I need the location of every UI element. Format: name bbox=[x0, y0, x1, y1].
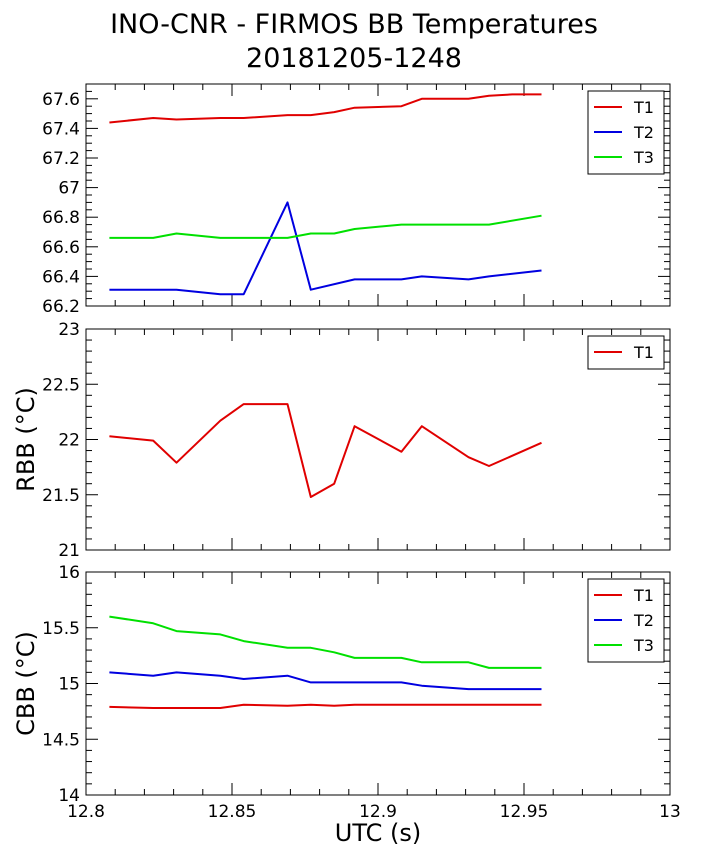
legend-label: T3 bbox=[633, 148, 654, 167]
x-tick-label: 12.8 bbox=[67, 802, 105, 822]
legend: T1 bbox=[587, 335, 665, 370]
legend: T1 T2 T3 bbox=[587, 90, 665, 175]
x-tick-label: 12.9 bbox=[359, 802, 397, 822]
series-line-t1 bbox=[109, 403, 542, 498]
y-tick-label: 67.2 bbox=[42, 149, 80, 169]
y-tick-label: 66.6 bbox=[42, 238, 80, 258]
legend-label: T1 bbox=[633, 98, 654, 117]
y-tick-label: 22 bbox=[58, 431, 80, 451]
y-tick-label: 21.5 bbox=[42, 486, 80, 506]
series-line-t2 bbox=[109, 671, 542, 691]
legend-label: T1 bbox=[633, 586, 654, 605]
legend-label: T1 bbox=[633, 343, 654, 362]
y-tick-label: 15 bbox=[58, 675, 80, 695]
panel-1: 66.2 66.4 66.6 66.8 67 67.2 67.4 67.6 T1 T2 T3 bbox=[42, 83, 671, 317]
y-tick-label: 22.5 bbox=[42, 375, 80, 395]
legend-label: T2 bbox=[633, 123, 654, 142]
y-tick-label: 14 bbox=[58, 786, 80, 806]
series-line-t3 bbox=[109, 615, 542, 669]
y-tick-label: 23 bbox=[58, 320, 80, 340]
title-block: INO-CNR - FIRMOS BB Temperatures 2018120… bbox=[0, 8, 708, 76]
y-tick-label: 67.4 bbox=[42, 119, 80, 139]
x-tick-label: 12.85 bbox=[208, 802, 257, 822]
x-tick-label: 12.95 bbox=[500, 802, 549, 822]
legend-label: T3 bbox=[633, 636, 654, 655]
y-axis-label: RBB (°C) bbox=[12, 387, 40, 492]
series-line-t2 bbox=[109, 201, 542, 296]
panel-3: 14 14.5 15 15.5 16 12.8 12.85 12.9 12.95 13 CBB (°… bbox=[12, 563, 681, 847]
chart-title: INO-CNR - FIRMOS BB Temperatures bbox=[110, 9, 598, 40]
y-tick-label: 16 bbox=[58, 563, 80, 583]
series-line-t3 bbox=[109, 214, 542, 239]
y-tick-label: 67.6 bbox=[42, 90, 80, 110]
chart-subtitle: 20181205-1248 bbox=[246, 43, 462, 74]
plot-frame bbox=[85, 83, 671, 307]
x-axis-label: UTC (s) bbox=[335, 819, 421, 847]
y-axis-label: CBB (°C) bbox=[12, 631, 40, 736]
y-tick-label: 15.5 bbox=[42, 619, 80, 639]
x-tick-label: 13 bbox=[659, 802, 681, 822]
legend: T1 T2 T3 bbox=[587, 578, 665, 663]
y-tick-label: 21 bbox=[58, 541, 80, 561]
y-tick-label: 66.2 bbox=[42, 297, 80, 317]
y-tick-label: 67 bbox=[58, 179, 80, 199]
y-tick-label: 14.5 bbox=[42, 730, 80, 750]
y-tick-label: 66.4 bbox=[42, 267, 80, 287]
y-tick-label: 66.8 bbox=[42, 208, 80, 228]
series-line-t1 bbox=[109, 703, 542, 709]
panel-2: 21 21.5 22 22.5 23 RBB (°C) T1 bbox=[12, 320, 671, 561]
plot-frame bbox=[85, 571, 671, 796]
series-line-t1 bbox=[109, 93, 542, 124]
legend-label: T2 bbox=[633, 611, 654, 630]
